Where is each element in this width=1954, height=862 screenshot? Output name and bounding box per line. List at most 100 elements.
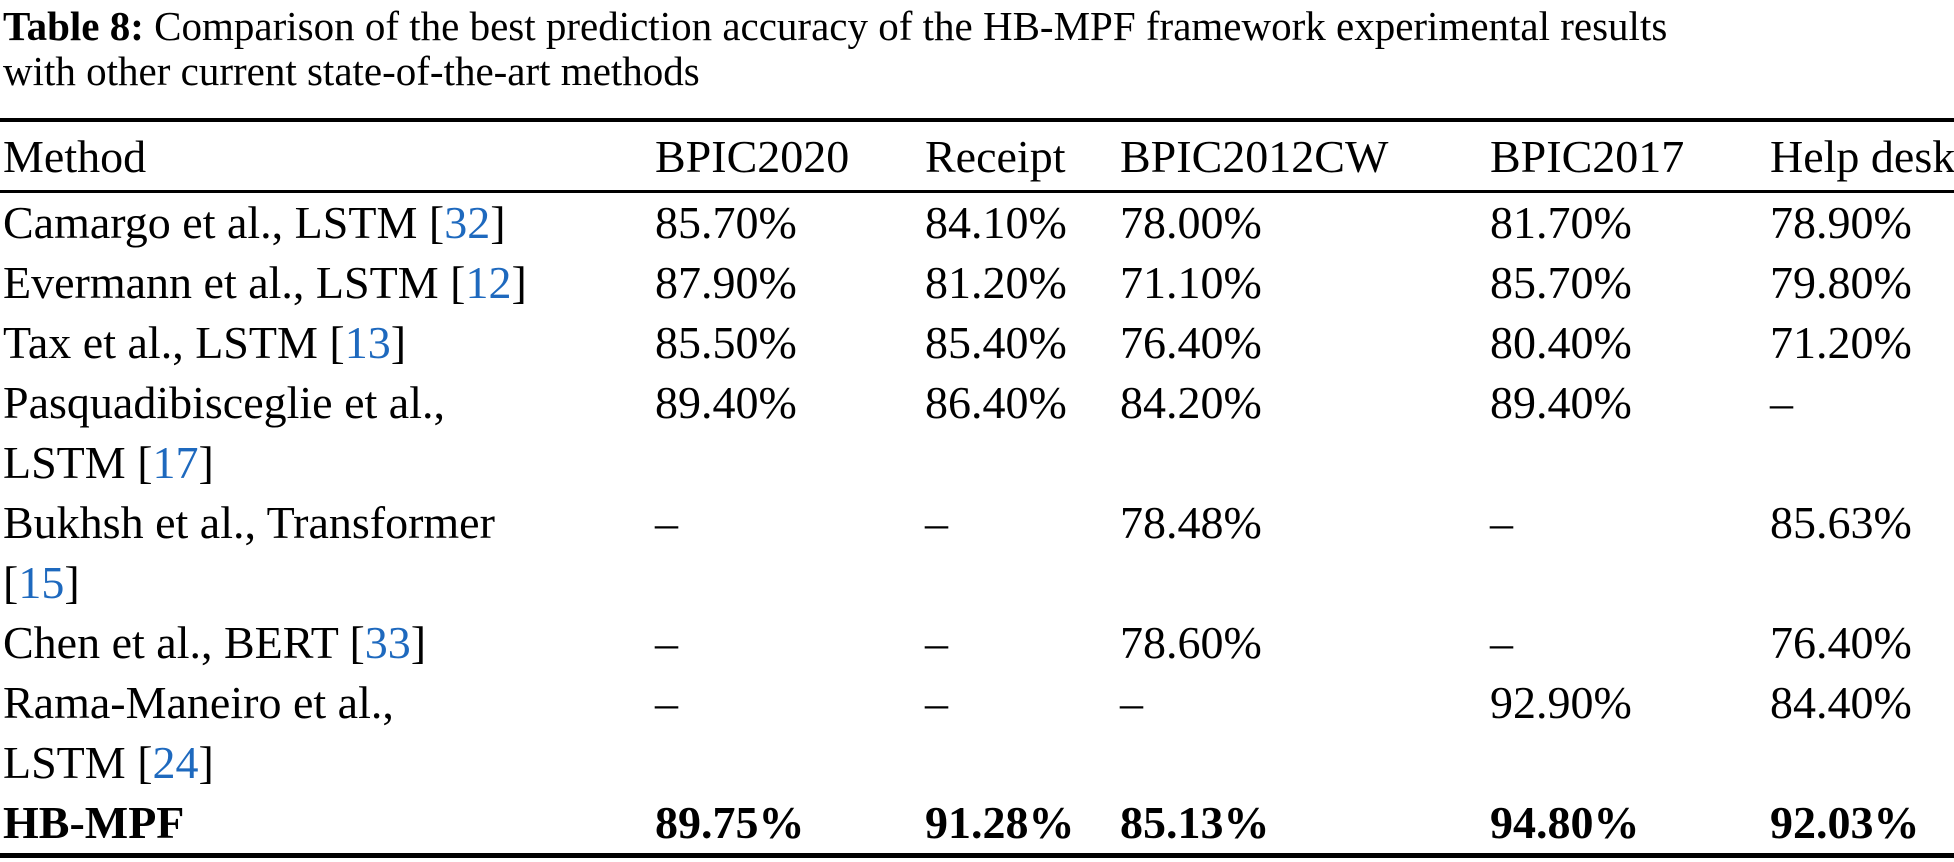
method-line: LSTM [24]	[3, 733, 655, 793]
value-cell: 89.75%	[655, 797, 805, 848]
value-cell: 78.48%	[1120, 497, 1262, 548]
table-row: Evermann et al., LSTM [12] 87.90% 81.20%…	[0, 253, 1954, 313]
value-cell: 85.70%	[655, 197, 797, 248]
value-cell: 91.28%	[925, 797, 1075, 848]
method-name: Rama-Maneiro et al.,	[3, 677, 394, 728]
value-cell: 85.40%	[925, 317, 1067, 368]
col-header-method: Method	[0, 120, 655, 193]
table-row: Bukhsh et al., Transformer [15] – – 78.4…	[0, 493, 1954, 613]
method-line: HB-MPF	[3, 793, 655, 853]
method-cell: HB-MPF	[0, 793, 655, 856]
results-table: Method BPIC2020 Receipt BPIC2012CW BPIC2…	[0, 118, 1954, 858]
method-name: Camargo et al., LSTM	[3, 197, 429, 248]
value-cell: 84.40%	[1770, 677, 1912, 728]
citation-link-24[interactable]: 24	[152, 737, 199, 788]
method-cell: Tax et al., LSTM [13]	[0, 313, 655, 373]
value-cell: 85.50%	[655, 317, 797, 368]
bracket: [	[137, 437, 153, 488]
value-cell: 89.40%	[655, 377, 797, 428]
method-name: LSTM	[3, 737, 138, 788]
col-header-helpdesk: Help desk	[1770, 120, 1954, 193]
method-cell: Bukhsh et al., Transformer [15]	[0, 493, 655, 613]
value-cell: 85.63%	[1770, 497, 1912, 548]
citation-link-32[interactable]: 32	[444, 197, 491, 248]
value-cell: –	[655, 497, 678, 548]
citation-link-12[interactable]: 12	[465, 257, 512, 308]
bracket: ]	[410, 617, 427, 668]
bracket: ]	[390, 317, 407, 368]
table-row: Chen et al., BERT [33] – – 78.60% – 76.4…	[0, 613, 1954, 673]
value-cell: 87.90%	[655, 257, 797, 308]
method-name: Evermann et al., LSTM	[3, 257, 451, 308]
value-cell: –	[1770, 377, 1793, 428]
method-name: HB-MPF	[3, 797, 185, 848]
method-name: Tax et al., LSTM	[3, 317, 330, 368]
value-cell: 78.00%	[1120, 197, 1262, 248]
method-line: Chen et al., BERT [33]	[3, 613, 655, 673]
method-line: Rama-Maneiro et al.,	[3, 673, 655, 733]
caption-line-1: Table 8: Comparison of the best predicti…	[3, 4, 1954, 49]
value-cell: –	[925, 617, 948, 668]
value-cell: 76.40%	[1120, 317, 1262, 368]
value-cell: 85.13%	[1120, 797, 1270, 848]
col-header-receipt: Receipt	[925, 120, 1120, 193]
value-cell: 94.80%	[1490, 797, 1640, 848]
method-line: Evermann et al., LSTM [12]	[3, 253, 655, 313]
col-header-bpic2012cw: BPIC2012CW	[1120, 120, 1490, 193]
value-cell: –	[925, 497, 948, 548]
method-line: [15]	[3, 553, 655, 613]
bracket: ]	[64, 557, 80, 608]
value-cell: 85.70%	[1490, 257, 1632, 308]
value-cell: –	[1490, 497, 1513, 548]
bracket: ]	[511, 257, 527, 308]
bracket: [	[3, 557, 19, 608]
value-cell: 84.10%	[925, 197, 1067, 248]
method-name: Bukhsh et al., Transformer	[3, 497, 495, 548]
bracket: [	[349, 617, 365, 668]
value-cell: 81.70%	[1490, 197, 1632, 248]
value-cell: –	[655, 617, 678, 668]
value-cell: 71.20%	[1770, 317, 1912, 368]
method-line: LSTM [17]	[3, 433, 655, 493]
value-cell: –	[1490, 617, 1513, 668]
method-cell: Pasquadibisceglie et al., LSTM [17]	[0, 373, 655, 493]
table-row: Tax et al., LSTM [13] 85.50% 85.40% 76.4…	[0, 313, 1954, 373]
table-caption: Table 8: Comparison of the best predicti…	[0, 0, 1954, 94]
bracket: [	[329, 317, 345, 368]
value-cell: –	[655, 677, 678, 728]
bracket: ]	[198, 737, 214, 788]
citation-link-15[interactable]: 15	[18, 557, 65, 608]
value-cell: 92.90%	[1490, 677, 1632, 728]
table-row: Pasquadibisceglie et al., LSTM [17] 89.4…	[0, 373, 1954, 493]
col-header-bpic2020: BPIC2020	[655, 120, 925, 193]
method-name: Chen et al., BERT	[3, 617, 350, 668]
value-cell: 78.60%	[1120, 617, 1262, 668]
citation-link-13[interactable]: 13	[344, 317, 391, 368]
caption-text: Comparison of the best prediction accura…	[143, 3, 1668, 49]
value-cell: –	[1120, 677, 1143, 728]
citation-link-17[interactable]: 17	[152, 437, 199, 488]
method-name: Pasquadibisceglie et al.,	[3, 377, 445, 428]
bracket: [	[450, 257, 466, 308]
method-line: Bukhsh et al., Transformer	[3, 493, 655, 553]
table-row: Camargo et al., LSTM [32] 85.70% 84.10% …	[0, 192, 1954, 254]
method-line: Pasquadibisceglie et al.,	[3, 373, 655, 433]
value-cell: 89.40%	[1490, 377, 1632, 428]
value-cell: 92.03%	[1770, 797, 1920, 848]
method-line: Camargo et al., LSTM [32]	[3, 193, 655, 253]
col-header-bpic2017: BPIC2017	[1490, 120, 1770, 193]
value-cell: 78.90%	[1770, 197, 1912, 248]
method-cell: Chen et al., BERT [33]	[0, 613, 655, 673]
method-cell: Evermann et al., LSTM [12]	[0, 253, 655, 313]
table-row-hbmpf: HB-MPF 89.75% 91.28% 85.13% 94.80% 92.03…	[0, 793, 1954, 856]
value-cell: 76.40%	[1770, 617, 1912, 668]
bracket: [	[428, 197, 445, 248]
value-cell: 81.20%	[925, 257, 1067, 308]
value-cell: 79.80%	[1770, 257, 1912, 308]
header-row: Method BPIC2020 Receipt BPIC2012CW BPIC2…	[0, 120, 1954, 193]
method-name: LSTM	[3, 437, 138, 488]
caption-table-number: Table 8:	[3, 3, 144, 49]
table-row: Rama-Maneiro et al., LSTM [24] – – – 92.…	[0, 673, 1954, 793]
value-cell: 80.40%	[1490, 317, 1632, 368]
citation-link-33[interactable]: 33	[364, 617, 411, 668]
